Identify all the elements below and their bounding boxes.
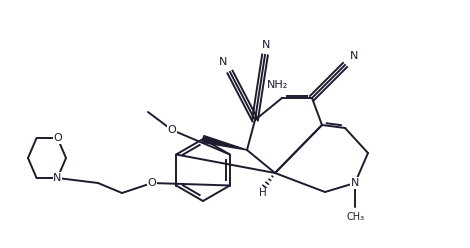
Polygon shape [202, 136, 247, 150]
Text: NH₂: NH₂ [266, 80, 288, 90]
Text: N: N [350, 51, 359, 61]
Text: N: N [351, 178, 359, 188]
Text: O: O [53, 133, 62, 143]
Text: N: N [219, 57, 227, 67]
Text: N: N [262, 40, 270, 50]
Text: H: H [259, 188, 267, 198]
Text: N: N [53, 173, 62, 183]
Text: O: O [148, 178, 157, 188]
Text: CH₃: CH₃ [347, 212, 365, 222]
Text: O: O [168, 125, 176, 135]
